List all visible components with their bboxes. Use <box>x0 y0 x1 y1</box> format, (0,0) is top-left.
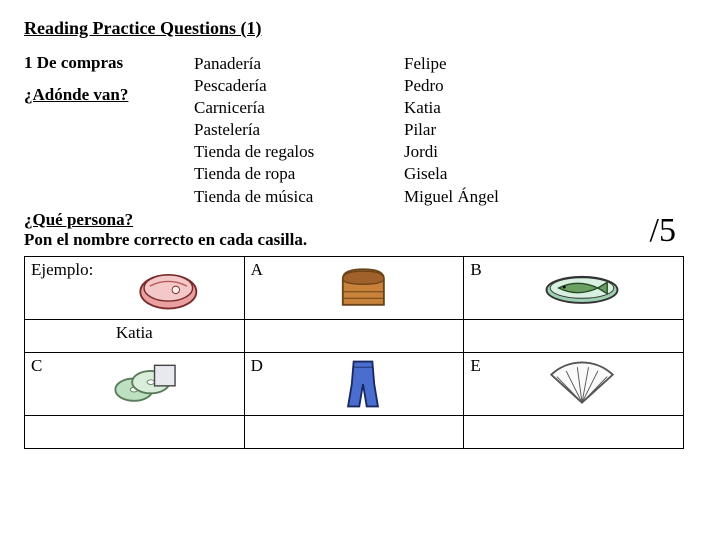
answer-cell[interactable] <box>25 415 245 448</box>
pants-icon <box>269 356 457 412</box>
header-block: 1 De compras ¿Adónde van? Panadería Pesc… <box>24 53 696 208</box>
subtitle: 1 De compras <box>24 53 194 73</box>
shop-item: Pescadería <box>194 75 404 97</box>
answer-cell[interactable]: Katia <box>25 319 245 352</box>
cell-label-b: B <box>470 260 481 280</box>
question-1: ¿Adónde van? <box>24 85 194 105</box>
answer-cell[interactable] <box>464 415 684 448</box>
cell-label-a: A <box>251 260 263 280</box>
answer-grid: Ejemplo: A <box>24 256 684 449</box>
names-list: Felipe Pedro Katia Pilar Jordi Gisela Mi… <box>404 53 554 208</box>
shop-item: Tienda de regalos <box>194 141 404 163</box>
answer-cell[interactable] <box>464 319 684 352</box>
name-item: Pedro <box>404 75 554 97</box>
fish-icon <box>488 260 677 316</box>
bread-icon <box>269 260 457 316</box>
shop-item: Tienda de ropa <box>194 163 404 185</box>
fan-icon <box>487 356 677 412</box>
answer-cell[interactable] <box>244 415 464 448</box>
name-item: Jordi <box>404 141 554 163</box>
question-2: ¿Qué persona? <box>24 210 133 229</box>
name-item: Gisela <box>404 163 554 185</box>
page-title: Reading Practice Questions (1) <box>24 18 696 39</box>
name-item: Pilar <box>404 119 554 141</box>
shop-item: Panadería <box>194 53 404 75</box>
score-label: /5 <box>650 212 696 250</box>
cell-label-ejemplo: Ejemplo: <box>31 260 93 280</box>
name-item: Miguel Ángel <box>404 186 554 208</box>
cell-label-e: E <box>470 356 480 376</box>
meat-icon <box>99 260 237 316</box>
shops-list: Panadería Pescadería Carnicería Pasteler… <box>194 53 404 208</box>
name-item: Felipe <box>404 53 554 75</box>
instruction: Pon el nombre correcto en cada casilla. <box>24 230 307 249</box>
shop-item: Carnicería <box>194 97 404 119</box>
cds-icon <box>48 356 237 412</box>
cell-label-d: D <box>251 356 263 376</box>
shop-item: Tienda de música <box>194 186 404 208</box>
answer-cell[interactable] <box>244 319 464 352</box>
instruction-row: ¿Qué persona? Pon el nombre correcto en … <box>24 210 696 250</box>
cell-label-c: C <box>31 356 42 376</box>
name-item: Katia <box>404 97 554 119</box>
shop-item: Pastelería <box>194 119 404 141</box>
